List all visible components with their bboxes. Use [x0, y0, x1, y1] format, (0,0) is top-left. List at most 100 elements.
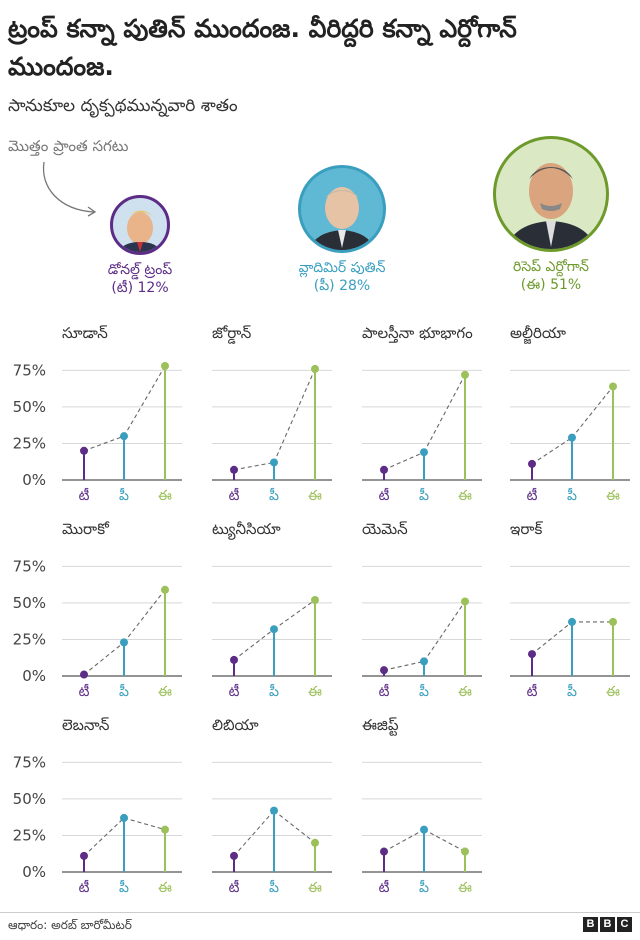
x-tick-label: పీ — [269, 683, 279, 700]
footer: ఆధారం: అరబ్ బారోమీటర్ B B C — [0, 912, 640, 940]
connector-line — [233, 810, 275, 857]
y-tick-label: 50% — [13, 790, 46, 808]
lollipop-dot — [80, 670, 88, 679]
connector-line — [83, 641, 125, 675]
x-tick-label: టీ — [379, 879, 390, 896]
leader-trump: డోనల్డ్ ట్రంప్ (టీ) 12% — [55, 195, 225, 297]
connector-line — [83, 435, 125, 452]
x-tick-label: ఈ — [308, 684, 322, 700]
connector-line — [423, 829, 466, 853]
y-tick-label: 0% — [22, 471, 46, 489]
lollipop-dot — [420, 825, 428, 834]
lollipop-dot — [420, 657, 428, 666]
lollipop-dot — [380, 465, 388, 474]
y-tick-label: 0% — [22, 667, 46, 685]
x-tick-label: టీ — [527, 487, 538, 504]
country-label: అల్జీరియా — [510, 324, 566, 344]
connector-line — [383, 829, 425, 853]
lollipop-dot — [609, 617, 617, 626]
x-tick-label: ఈ — [158, 488, 172, 504]
connector-line — [423, 601, 466, 662]
y-tick-label: 75% — [13, 753, 46, 771]
y-tick-label: 25% — [13, 630, 46, 648]
leader-erdogan: రిసెప్ ఎర్దోగాన్ (ఈ) 51% — [466, 136, 636, 294]
putin-portrait — [298, 165, 386, 253]
lollipop-dot — [80, 446, 88, 455]
connector-line — [571, 386, 614, 438]
leader-name: రిసెప్ ఎర్దోగాన్ — [513, 259, 589, 275]
x-tick-label: టీ — [79, 879, 90, 896]
connector-line — [233, 461, 275, 471]
lollipop-dot — [120, 813, 128, 822]
country-label: జోర్డాన్ — [212, 324, 251, 344]
lollipop-dot — [161, 585, 169, 594]
lollipop-dot — [380, 666, 388, 675]
country-label: లిబియా — [212, 716, 259, 734]
x-tick-label: టీ — [229, 683, 240, 700]
logo-letter: C — [617, 917, 632, 932]
lollipop-dot — [270, 625, 278, 634]
connector-line — [273, 368, 316, 463]
lollipop-dot — [461, 847, 469, 856]
arrow-icon — [42, 161, 97, 217]
lollipop-dot — [120, 638, 128, 647]
connector-line — [123, 817, 166, 831]
logo-letter: B — [583, 917, 598, 932]
lollipop-dot — [230, 851, 238, 860]
lollipop-dot — [311, 596, 319, 604]
x-tick-label: ఈ — [458, 880, 472, 896]
lollipop-dot — [568, 433, 576, 442]
leader-putin: వ్లాదిమిర్ పుతిన్ (పీ) 28% — [257, 165, 427, 295]
leader-value: (పీ) 28% — [313, 278, 371, 294]
x-tick-label: ఈ — [158, 684, 172, 700]
x-tick-label: పీ — [119, 683, 129, 700]
average-note: మొత్తం ప్రాంత సగటు — [8, 137, 129, 155]
lollipop-dot — [380, 847, 388, 856]
x-tick-label: ఈ — [308, 488, 322, 504]
lollipop-dot — [161, 825, 169, 834]
lollipop-dot — [161, 362, 169, 370]
connector-line — [273, 599, 316, 630]
x-tick-label: ఈ — [458, 488, 472, 504]
connector-line — [383, 660, 425, 671]
x-tick-label: టీ — [229, 487, 240, 504]
lollipop-dot — [270, 806, 278, 815]
country-label: ఈజిప్ట్ — [362, 716, 399, 736]
country-label: ట్యునీసియా — [212, 520, 281, 540]
country-label: ఇరాక్ — [510, 520, 543, 538]
x-tick-label: పీ — [119, 879, 129, 896]
logo-letter: B — [600, 917, 615, 932]
erdogan-portrait — [493, 136, 609, 252]
lollipop-dot — [80, 851, 88, 860]
lollipop-dot — [230, 465, 238, 474]
lollipop-dot — [311, 364, 319, 373]
x-tick-label: టీ — [79, 683, 90, 700]
lollipop-dot — [568, 617, 576, 626]
lollipop-dot — [311, 838, 319, 847]
x-tick-label: టీ — [379, 683, 390, 700]
y-tick-label: 75% — [13, 361, 46, 379]
x-tick-label: పీ — [419, 879, 429, 896]
chart-subtitle: సానుకూల దృక్పథమున్నవారి శాతం — [8, 96, 238, 116]
leader-name: డోనల్డ్ ట్రంప్ — [107, 262, 173, 278]
x-tick-label: పీ — [567, 683, 577, 700]
y-tick-label: 75% — [13, 557, 46, 575]
x-tick-label: పీ — [269, 879, 279, 896]
y-tick-label: 0% — [22, 863, 46, 881]
connector-line — [273, 810, 316, 844]
connector-line — [383, 451, 425, 471]
lollipop-dot — [461, 597, 469, 606]
leader-value: (టీ) 12% — [111, 280, 169, 296]
x-tick-label: ఈ — [458, 684, 472, 700]
connector-line — [123, 589, 166, 643]
x-tick-label: పీ — [419, 487, 429, 504]
x-tick-label: ఈ — [158, 880, 172, 896]
lollipop-dot — [270, 458, 278, 467]
y-tick-label: 50% — [13, 594, 46, 612]
trump-portrait — [110, 195, 170, 255]
x-tick-label: ఈ — [606, 684, 620, 700]
x-tick-label: ఈ — [308, 880, 322, 896]
y-tick-label: 25% — [13, 826, 46, 844]
lollipop-dot — [230, 655, 238, 664]
connector-line — [423, 374, 466, 453]
